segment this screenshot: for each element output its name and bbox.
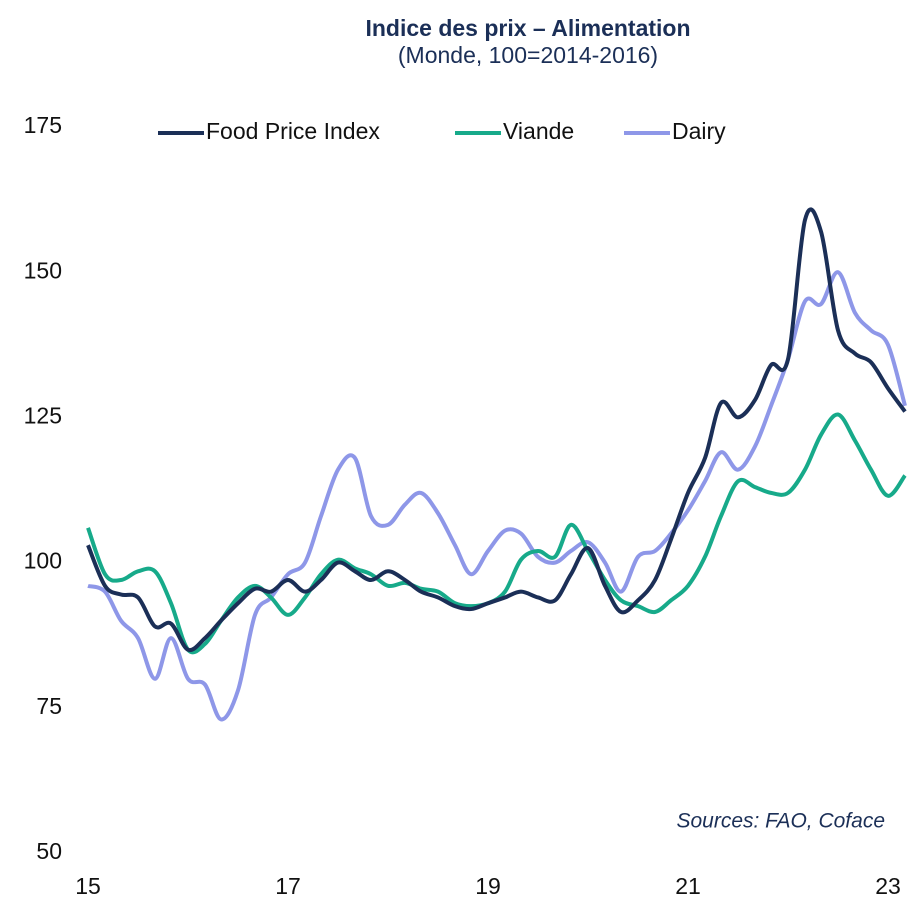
- source-note: Sources: FAO, Coface: [676, 810, 885, 833]
- x-tick-label: 23: [875, 873, 901, 899]
- y-tick-label: 100: [24, 548, 62, 574]
- legend-label: Food Price Index: [206, 118, 380, 144]
- legend-label: Viande: [503, 118, 574, 144]
- chart-subtitle: (Monde, 100=2014-2016): [398, 42, 658, 68]
- series-line: [86, 207, 907, 653]
- y-tick-label: 50: [36, 838, 62, 864]
- x-tick-label: 15: [75, 873, 101, 899]
- legend-label: Dairy: [672, 118, 726, 144]
- series-line: [87, 270, 907, 722]
- x-tick-label: 21: [675, 873, 701, 899]
- y-tick-label: 175: [24, 112, 62, 138]
- chart-title: Indice des prix – Alimentation: [365, 15, 690, 41]
- y-tick-label: 125: [24, 402, 62, 428]
- y-tick-label: 150: [24, 257, 62, 283]
- series-line: [86, 412, 907, 655]
- x-tick-label: 17: [275, 873, 301, 899]
- y-tick-label: 75: [36, 693, 62, 719]
- x-tick-label: 19: [475, 873, 501, 899]
